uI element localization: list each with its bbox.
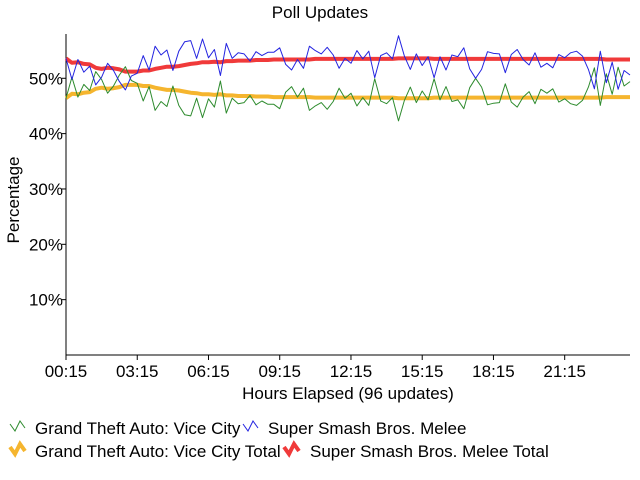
series-line-gta-vice-city — [65, 66, 631, 122]
legend-label-gta-vice-city: Grand Theft Auto: Vice City — [35, 419, 241, 438]
y-axis-title: Percentage — [4, 157, 23, 244]
x-tick-label: 03:15 — [116, 362, 159, 381]
series-line-ssbm-total — [64, 56, 630, 74]
x-tick-label: 00:15 — [45, 362, 88, 381]
plot-area: 10% 20% 30% 40% 50% 00:15 03:15 06:15 09:15 12:1… — [29, 34, 631, 381]
y-tick-label: 10% — [29, 291, 63, 310]
legend-item-ssbm-total: Super Smash Bros. Melee Total — [282, 440, 549, 461]
y-tick-label: 50% — [29, 69, 63, 88]
series-lines — [64, 35, 631, 122]
y-tick-label: 20% — [29, 235, 63, 254]
x-ticks: 00:15 03:15 06:15 09:15 12:15 15:15 18:15 21:15 — [45, 355, 586, 381]
legend-label-gta-vice-city-total: Grand Theft Auto: Vice City Total — [35, 442, 281, 461]
series-line-ssbm — [65, 35, 631, 91]
legend-swatch-gta-vice-city-total — [8, 440, 27, 458]
legend-swatch-ssbm — [242, 420, 259, 432]
x-tick-label: 18:15 — [472, 362, 515, 381]
series-line-gta-vice-city-total — [64, 82, 630, 101]
x-tick-label: 09:15 — [258, 362, 301, 381]
y-ticks: 10% 20% 30% 40% 50% — [29, 69, 66, 310]
legend-swatch-gta-vice-city — [9, 420, 26, 432]
legend-item-gta-vice-city-total: Grand Theft Auto: Vice City Total — [8, 440, 281, 461]
y-tick-label: 30% — [29, 180, 63, 199]
x-tick-label: 06:15 — [187, 362, 230, 381]
x-tick-label: 12:15 — [330, 362, 373, 381]
chart-title: Poll Updates — [272, 3, 368, 22]
y-tick-label: 40% — [29, 125, 63, 144]
x-tick-label: 15:15 — [401, 362, 444, 381]
legend: Grand Theft Auto: Vice City Super Smash … — [8, 419, 549, 461]
x-tick-label: 21:15 — [543, 362, 586, 381]
x-axis-title: Hours Elapsed (96 updates) — [242, 384, 454, 403]
legend-swatch-ssbm-total — [282, 440, 301, 458]
legend-item-gta-vice-city: Grand Theft Auto: Vice City — [9, 419, 241, 438]
legend-label-ssbm: Super Smash Bros. Melee — [268, 419, 466, 438]
legend-item-ssbm: Super Smash Bros. Melee — [242, 419, 466, 438]
legend-label-ssbm-total: Super Smash Bros. Melee Total — [310, 442, 549, 461]
